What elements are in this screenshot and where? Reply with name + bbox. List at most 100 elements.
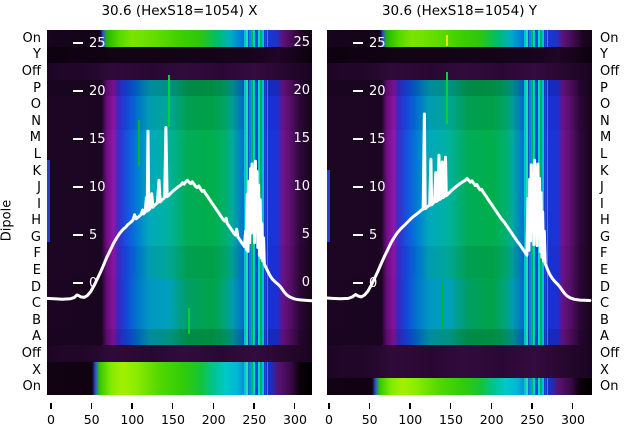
row-label-left-m: M <box>29 130 41 146</box>
heatmap-row-p-3 <box>327 79 592 97</box>
xtick-label: 0 <box>47 412 55 427</box>
heatmap-row-p-3 <box>47 79 312 97</box>
row-label-right-l: L <box>600 146 608 162</box>
heatmap-row-y-1 <box>327 46 592 64</box>
ytick-value: 0 <box>89 275 98 291</box>
xtick-label: 300 <box>561 412 585 427</box>
row-label-left-n: N <box>31 113 41 129</box>
streak-line <box>264 361 267 395</box>
streak-line <box>248 361 251 395</box>
inner-ytick-label-right: 0 <box>301 275 310 290</box>
profile-curve-line <box>47 126 312 303</box>
xtick-label: 100 <box>398 412 423 427</box>
profile-curve-line <box>327 112 592 302</box>
ytick-value: 10 <box>89 179 106 195</box>
heatmap-row-on-0 <box>47 30 312 48</box>
xtick-mark <box>171 403 174 409</box>
heatmap-row-off-2 <box>327 63 592 81</box>
inner-ytick-label: 25 <box>73 35 106 51</box>
inner-ytick-label: 10 <box>353 179 386 195</box>
xtick-mark <box>90 403 93 409</box>
streak-line <box>255 30 258 47</box>
heatmap-row-d-15 <box>47 278 312 297</box>
ytick-value: 5 <box>89 227 98 243</box>
streak-line <box>264 30 267 47</box>
streak-line <box>251 361 253 395</box>
row-label-right-o: O <box>600 97 611 113</box>
xtick-mark <box>531 403 533 409</box>
streak-line <box>255 361 258 395</box>
heatmap-panel-y: 25 20 15 10 5 0 <box>327 30 592 395</box>
heatmap-row-l-7 <box>47 146 312 164</box>
streak-line <box>531 378 533 395</box>
xtick-label: 0 <box>325 412 333 427</box>
row-label-left-j: J <box>37 180 41 196</box>
streak-line <box>533 378 536 395</box>
row-label-left-h: H <box>31 213 41 229</box>
xtick-mark <box>212 403 215 409</box>
row-label-left-l: L <box>33 146 41 162</box>
row-label-right-d: D <box>600 279 611 295</box>
streak-line <box>535 378 538 395</box>
streak-line <box>257 361 260 395</box>
inner-ytick-label: 20 <box>353 83 386 99</box>
heatmap-row-off-19 <box>47 345 312 363</box>
heatmap-row-n-5 <box>327 112 592 131</box>
panel-title-x: 30.6 (HexS18=1054) X <box>101 3 258 19</box>
streak-line <box>523 30 526 47</box>
streak-line <box>526 378 528 395</box>
heatmap-row-o-4 <box>47 96 312 114</box>
inner-ytick-label: 5 <box>353 227 377 243</box>
row-label-right-a: A <box>600 329 609 345</box>
streak-line <box>544 79 547 346</box>
ytick-mark <box>353 282 363 284</box>
inner-ytick-label: 0 <box>73 275 97 291</box>
row-label-left-off: Off <box>21 346 41 362</box>
heatmap-row-y-1 <box>47 46 312 64</box>
inner-ytick-label-right: 20 <box>293 83 310 98</box>
streak-line <box>531 30 533 47</box>
inner-ytick-label-right: 15 <box>293 131 310 146</box>
inner-ytick-label: 25 <box>353 35 386 51</box>
inner-ytick-label: 20 <box>73 83 106 99</box>
ytick-mark <box>73 42 83 44</box>
profile-curve <box>327 112 592 302</box>
row-label-left-off: Off <box>21 63 41 79</box>
streak-line <box>546 378 549 395</box>
row-label-left-i: I <box>37 196 41 212</box>
xtick-label: 300 <box>283 412 307 427</box>
heatmap-row-n-5 <box>47 112 312 131</box>
heatmap-row-on-0 <box>327 30 592 48</box>
heatmap-row-off-19 <box>327 345 592 363</box>
row-label-left-x: X <box>32 362 41 378</box>
row-label-right-g: G <box>600 229 611 245</box>
streak-line <box>540 30 542 47</box>
heatmap-row-e-14 <box>47 262 312 280</box>
heatmap-row-l-7 <box>327 146 592 164</box>
xtick-mark <box>293 403 296 409</box>
heatmap-row-m-6 <box>327 129 592 147</box>
xtick-mark <box>490 403 493 409</box>
streak-line <box>262 30 265 47</box>
inner-ytick-label: 10 <box>73 179 106 195</box>
streak-line <box>544 30 547 47</box>
xtick-mark <box>409 403 411 409</box>
profile-curve <box>47 126 312 303</box>
ytick-mark <box>353 90 363 92</box>
ytick-mark <box>73 186 83 188</box>
row-label-left-b: B <box>32 312 41 328</box>
heatmap-row-a-18 <box>327 328 592 346</box>
ytick-mark <box>353 138 363 140</box>
row-label-left-k: K <box>32 163 41 179</box>
streak-line <box>546 30 549 47</box>
row-label-right-p: P <box>600 80 608 96</box>
row-label-left-d: D <box>30 279 41 295</box>
streak-line <box>257 30 260 47</box>
streak-line <box>260 30 262 47</box>
streak-line <box>246 361 248 395</box>
ytick-mark <box>73 234 83 236</box>
row-label-left-f: F <box>33 246 41 262</box>
xtick-label: 100 <box>120 412 145 427</box>
row-label-right-n: N <box>600 113 610 129</box>
